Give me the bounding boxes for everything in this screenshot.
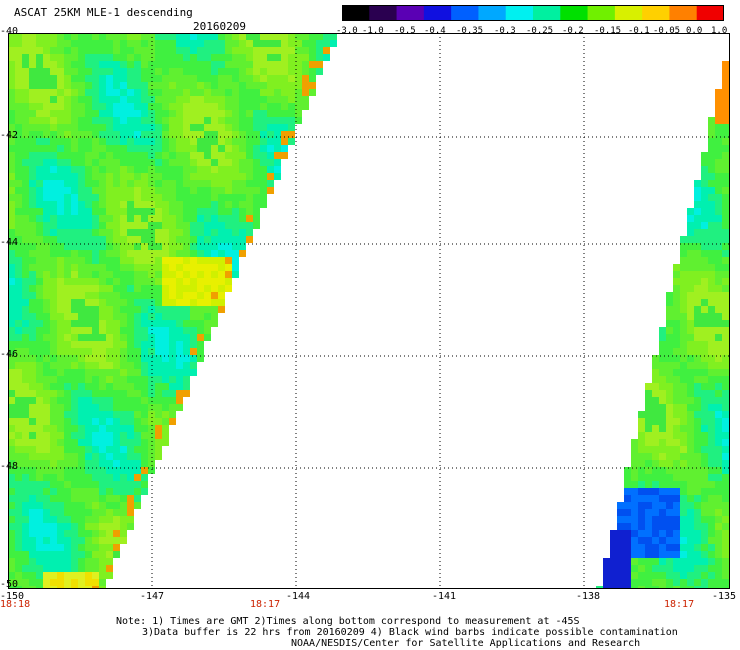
colorbar-segment [587, 5, 616, 21]
plot-frame [8, 33, 730, 589]
lat-label: -42 [0, 130, 19, 141]
left-swath-data [8, 33, 337, 589]
right-swath-data [596, 61, 730, 589]
swath-map [8, 33, 730, 589]
lon-label: -138 [576, 591, 601, 602]
time-label: 18:17 [664, 599, 695, 610]
colorbar-label: -1.0 [362, 26, 384, 36]
colorbar-label: -0.4 [424, 26, 446, 36]
colorbar-segment [369, 5, 398, 21]
lat-lon-grid [8, 33, 730, 589]
colorbar-label: -3.0 [336, 26, 358, 36]
colorbar [342, 5, 724, 21]
colorbar-segment [423, 5, 452, 21]
colorbar-segment [478, 5, 507, 21]
colorbar-segment [669, 5, 698, 21]
note-line-2: 3)Data buffer is 22 hrs from 20160209 4)… [142, 627, 678, 638]
lon-label: -135 [712, 591, 737, 602]
lat-label: -48 [0, 461, 19, 472]
colorbar-segment [696, 5, 724, 21]
colorbar-label: -0.5 [394, 26, 416, 36]
colorbar-label: -0.35 [456, 26, 484, 36]
lat-label: -40 [0, 26, 19, 37]
colorbar-segment [451, 5, 480, 21]
colorbar-label: -0.3 [494, 26, 516, 36]
colorbar-segment [505, 5, 534, 21]
colorbar-segment [642, 5, 671, 21]
colorbar-segment [396, 5, 425, 21]
colorbar-label: 0.0 [686, 26, 703, 36]
colorbar-label: 1.0 [711, 26, 728, 36]
colorbar-segment [342, 5, 370, 21]
note-line-3: NOAA/NESDIS/Center for Satellite Applica… [291, 638, 641, 649]
note-line-1: Note: 1) Times are GMT 2)Times along bot… [116, 616, 580, 627]
lon-label: -144 [286, 591, 311, 602]
lat-label: -44 [0, 237, 19, 248]
colorbar-segment [533, 5, 561, 21]
colorbar-segment [560, 5, 589, 21]
colorbar-label: -0.25 [526, 26, 554, 36]
colorbar-segment [614, 5, 643, 21]
lat-label: -50 [0, 579, 19, 590]
product-date: 20160209 [193, 20, 246, 33]
lon-label: -147 [140, 591, 165, 602]
colorbar-label: -0.2 [562, 26, 584, 36]
colorbar-label: -0.15 [594, 26, 622, 36]
lon-label: -141 [432, 591, 457, 602]
colorbar-label: -0.1 [628, 26, 650, 36]
product-title: ASCAT 25KM MLE-1 descending [14, 6, 193, 19]
lat-label: -46 [0, 349, 19, 360]
colorbar-label: -0.05 [653, 26, 681, 36]
lon-label: -150 [0, 591, 25, 602]
time-label: 18:18 [0, 599, 31, 610]
time-label: 18:17 [250, 599, 281, 610]
